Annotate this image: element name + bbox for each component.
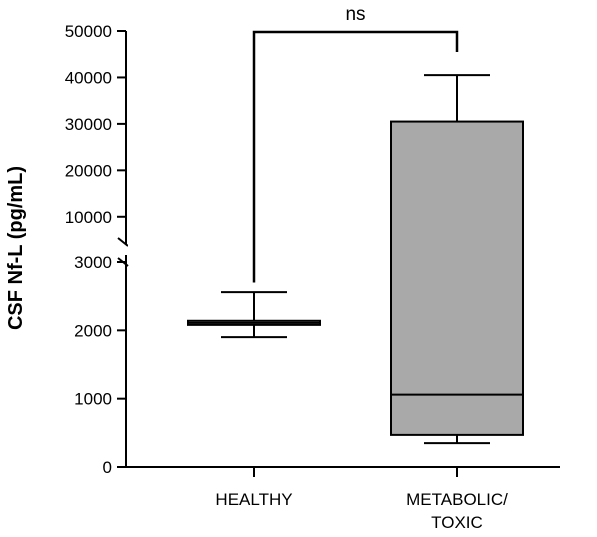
y-tick-label: 1000 xyxy=(74,390,112,409)
y-tick-label: 30000 xyxy=(65,115,112,134)
box-1 xyxy=(187,291,321,339)
axis-break-mark xyxy=(117,237,129,247)
x-category-label: HEALTHY xyxy=(215,490,292,509)
significance-label: ns xyxy=(345,4,365,25)
y-tick-label: 40000 xyxy=(65,68,112,87)
y-tick-label: 10000 xyxy=(65,208,112,227)
significance-bracket xyxy=(252,30,459,283)
y-axis-title: CSF Nf-L (pg/mL) xyxy=(5,166,27,330)
plot-area: ns xyxy=(187,4,524,445)
box-2 xyxy=(390,74,524,445)
y-tick-label: 20000 xyxy=(65,161,112,180)
y-tick-label: 0 xyxy=(103,458,112,477)
x-category-label: TOXIC xyxy=(431,513,483,532)
y-tick-label: 2000 xyxy=(74,321,112,340)
box-body xyxy=(390,120,524,436)
y-tick-label: 3000 xyxy=(74,253,112,272)
x-category-label: METABOLIC/ xyxy=(406,490,508,509)
y-tick-label: 50000 xyxy=(65,22,112,41)
